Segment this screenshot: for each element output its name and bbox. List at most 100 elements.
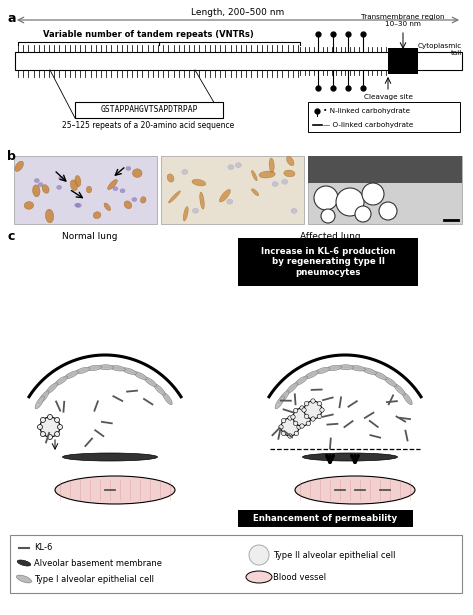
- Circle shape: [300, 424, 304, 428]
- Ellipse shape: [65, 371, 79, 379]
- Ellipse shape: [42, 184, 49, 193]
- Bar: [10, 535, 462, 593]
- Text: KL-6: KL-6: [34, 544, 53, 552]
- Ellipse shape: [295, 376, 307, 386]
- Circle shape: [47, 435, 53, 440]
- Ellipse shape: [39, 391, 49, 403]
- Text: c: c: [7, 230, 14, 243]
- Text: — O-linked carbohydrate: — O-linked carbohydrate: [323, 122, 413, 128]
- Circle shape: [47, 415, 53, 419]
- Circle shape: [306, 408, 311, 413]
- Circle shape: [54, 432, 60, 437]
- Circle shape: [279, 425, 283, 429]
- Ellipse shape: [162, 392, 172, 405]
- Ellipse shape: [33, 185, 40, 197]
- Circle shape: [336, 188, 364, 216]
- Ellipse shape: [279, 391, 289, 403]
- Text: Variable number of tandem repeats (VNTRs): Variable number of tandem repeats (VNTRs…: [43, 30, 254, 39]
- Circle shape: [300, 406, 304, 410]
- Circle shape: [362, 183, 384, 205]
- Circle shape: [317, 414, 322, 419]
- Circle shape: [40, 417, 60, 437]
- Ellipse shape: [183, 207, 188, 221]
- Ellipse shape: [113, 187, 118, 191]
- Bar: [308, 156, 462, 183]
- Ellipse shape: [269, 158, 274, 173]
- Circle shape: [40, 432, 45, 437]
- Circle shape: [321, 209, 335, 223]
- Circle shape: [309, 415, 313, 419]
- Ellipse shape: [167, 174, 174, 182]
- Text: Affected lung: Affected lung: [300, 232, 360, 241]
- Circle shape: [58, 424, 62, 429]
- Ellipse shape: [219, 189, 230, 202]
- Bar: [308, 102, 460, 132]
- Ellipse shape: [122, 368, 137, 375]
- Ellipse shape: [295, 476, 415, 504]
- Bar: [14, 156, 157, 224]
- Ellipse shape: [227, 199, 233, 204]
- Ellipse shape: [35, 396, 44, 409]
- Text: Type I alveolar epithelial cell: Type I alveolar epithelial cell: [34, 574, 154, 584]
- Ellipse shape: [110, 365, 125, 371]
- Ellipse shape: [140, 197, 146, 203]
- Ellipse shape: [193, 208, 199, 213]
- Ellipse shape: [287, 156, 294, 165]
- Bar: [238, 238, 418, 286]
- Ellipse shape: [272, 181, 278, 186]
- Ellipse shape: [133, 371, 147, 379]
- Circle shape: [317, 402, 322, 406]
- Ellipse shape: [46, 383, 58, 394]
- Circle shape: [305, 402, 309, 406]
- Circle shape: [306, 421, 311, 426]
- Ellipse shape: [38, 183, 43, 186]
- Ellipse shape: [126, 167, 131, 170]
- Text: 25–125 repeats of a 20-amino acid sequence: 25–125 repeats of a 20-amino acid sequen…: [62, 121, 234, 130]
- Ellipse shape: [200, 192, 204, 209]
- Circle shape: [302, 408, 306, 412]
- Ellipse shape: [192, 180, 206, 186]
- Ellipse shape: [75, 367, 90, 374]
- Circle shape: [311, 399, 315, 403]
- Circle shape: [281, 431, 286, 435]
- Ellipse shape: [394, 384, 405, 395]
- Ellipse shape: [120, 189, 125, 192]
- Circle shape: [293, 408, 311, 426]
- Ellipse shape: [45, 209, 54, 223]
- Ellipse shape: [303, 453, 397, 461]
- Ellipse shape: [93, 212, 101, 218]
- Text: b: b: [7, 150, 16, 163]
- Ellipse shape: [154, 384, 165, 395]
- Ellipse shape: [59, 176, 64, 180]
- Ellipse shape: [374, 371, 387, 379]
- Ellipse shape: [76, 204, 81, 207]
- Text: Transmembrane region
10–30 nm: Transmembrane region 10–30 nm: [361, 14, 445, 27]
- Ellipse shape: [182, 169, 188, 175]
- Text: Type II alveolar epithelial cell: Type II alveolar epithelial cell: [273, 550, 395, 560]
- Text: Cytoplasmic
tail: Cytoplasmic tail: [418, 43, 462, 56]
- Circle shape: [297, 425, 301, 429]
- Ellipse shape: [350, 365, 365, 371]
- Ellipse shape: [55, 476, 175, 504]
- Ellipse shape: [286, 383, 298, 394]
- Ellipse shape: [57, 185, 61, 189]
- Circle shape: [320, 408, 324, 412]
- Ellipse shape: [98, 365, 114, 370]
- Ellipse shape: [87, 365, 102, 371]
- Ellipse shape: [284, 170, 295, 177]
- Text: Cleavage site: Cleavage site: [363, 94, 412, 100]
- Ellipse shape: [315, 367, 330, 374]
- Circle shape: [54, 418, 60, 423]
- Circle shape: [249, 545, 269, 565]
- Circle shape: [294, 418, 298, 423]
- Ellipse shape: [108, 180, 117, 189]
- Circle shape: [311, 417, 315, 421]
- Ellipse shape: [17, 560, 31, 566]
- Circle shape: [304, 401, 322, 419]
- Ellipse shape: [252, 189, 259, 196]
- Ellipse shape: [339, 365, 353, 370]
- Ellipse shape: [144, 377, 157, 387]
- Text: GSTAPPAHGVTSAPDTRPAP: GSTAPPAHGVTSAPDTRPAP: [100, 106, 198, 114]
- Ellipse shape: [228, 165, 234, 170]
- Bar: [15, 52, 462, 70]
